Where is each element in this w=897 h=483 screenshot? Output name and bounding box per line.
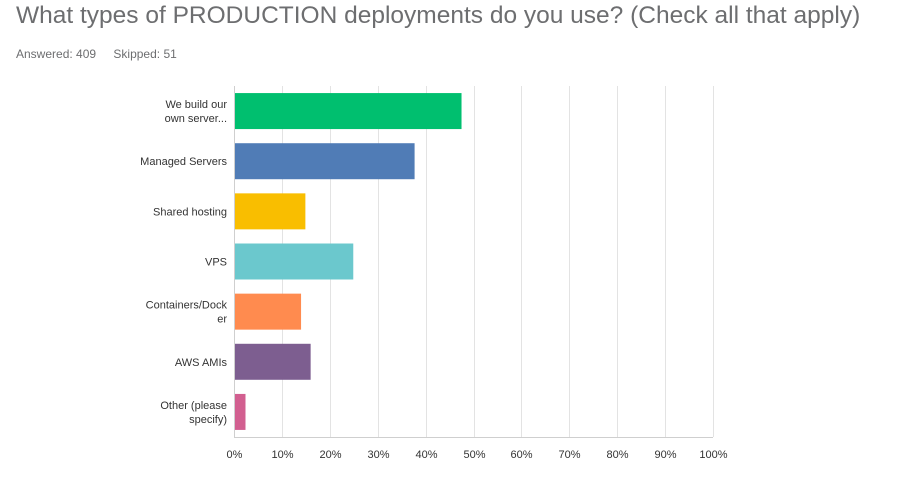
category-label: We build our bbox=[165, 99, 227, 111]
x-tick-label: 60% bbox=[510, 449, 532, 461]
x-tick-label: 10% bbox=[271, 449, 293, 461]
x-tick-label: 80% bbox=[606, 449, 628, 461]
category-label: Managed Servers bbox=[140, 156, 227, 168]
x-tick-label: 50% bbox=[463, 449, 485, 461]
x-tick-label: 20% bbox=[319, 449, 341, 461]
category-label: Containers/Dock bbox=[146, 300, 228, 312]
x-tick-label: 70% bbox=[558, 449, 580, 461]
x-tick-label: 90% bbox=[654, 449, 676, 461]
response-stats: Answered: 409 Skipped: 51 bbox=[16, 47, 191, 61]
category-label: specify) bbox=[189, 414, 227, 426]
category-label: AWS AMIs bbox=[175, 357, 228, 369]
bar bbox=[235, 193, 306, 230]
category-label: own server... bbox=[165, 113, 227, 125]
skipped-count: Skipped: 51 bbox=[113, 47, 177, 61]
category-label: Other (please bbox=[160, 400, 227, 412]
answered-count: Answered: 409 bbox=[16, 47, 97, 61]
bar bbox=[235, 93, 462, 130]
bar bbox=[235, 343, 311, 380]
chart-title: What types of PRODUCTION deployments do … bbox=[16, 2, 861, 29]
bar bbox=[235, 243, 354, 280]
category-label: Shared hosting bbox=[153, 206, 227, 218]
category-label: er bbox=[217, 314, 227, 326]
category-label: VPS bbox=[205, 257, 227, 269]
x-tick-label: 40% bbox=[415, 449, 437, 461]
bar bbox=[235, 393, 246, 430]
x-tick-label: 0% bbox=[227, 449, 243, 461]
x-tick-label: 100% bbox=[699, 449, 727, 461]
x-tick-label: 30% bbox=[367, 449, 389, 461]
bar bbox=[235, 143, 415, 180]
bar bbox=[235, 293, 302, 330]
